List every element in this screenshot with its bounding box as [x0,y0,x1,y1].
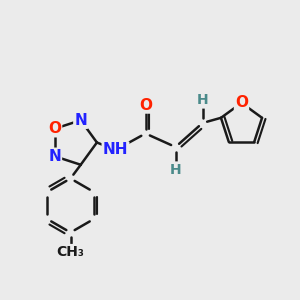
Text: CH₃: CH₃ [57,245,84,259]
Text: H: H [170,163,181,176]
Text: O: O [139,98,152,112]
Text: O: O [235,95,248,110]
Text: O: O [48,121,61,136]
Text: N: N [74,113,87,128]
Text: H: H [197,94,208,107]
Text: NH: NH [103,142,128,158]
Text: N: N [48,149,61,164]
